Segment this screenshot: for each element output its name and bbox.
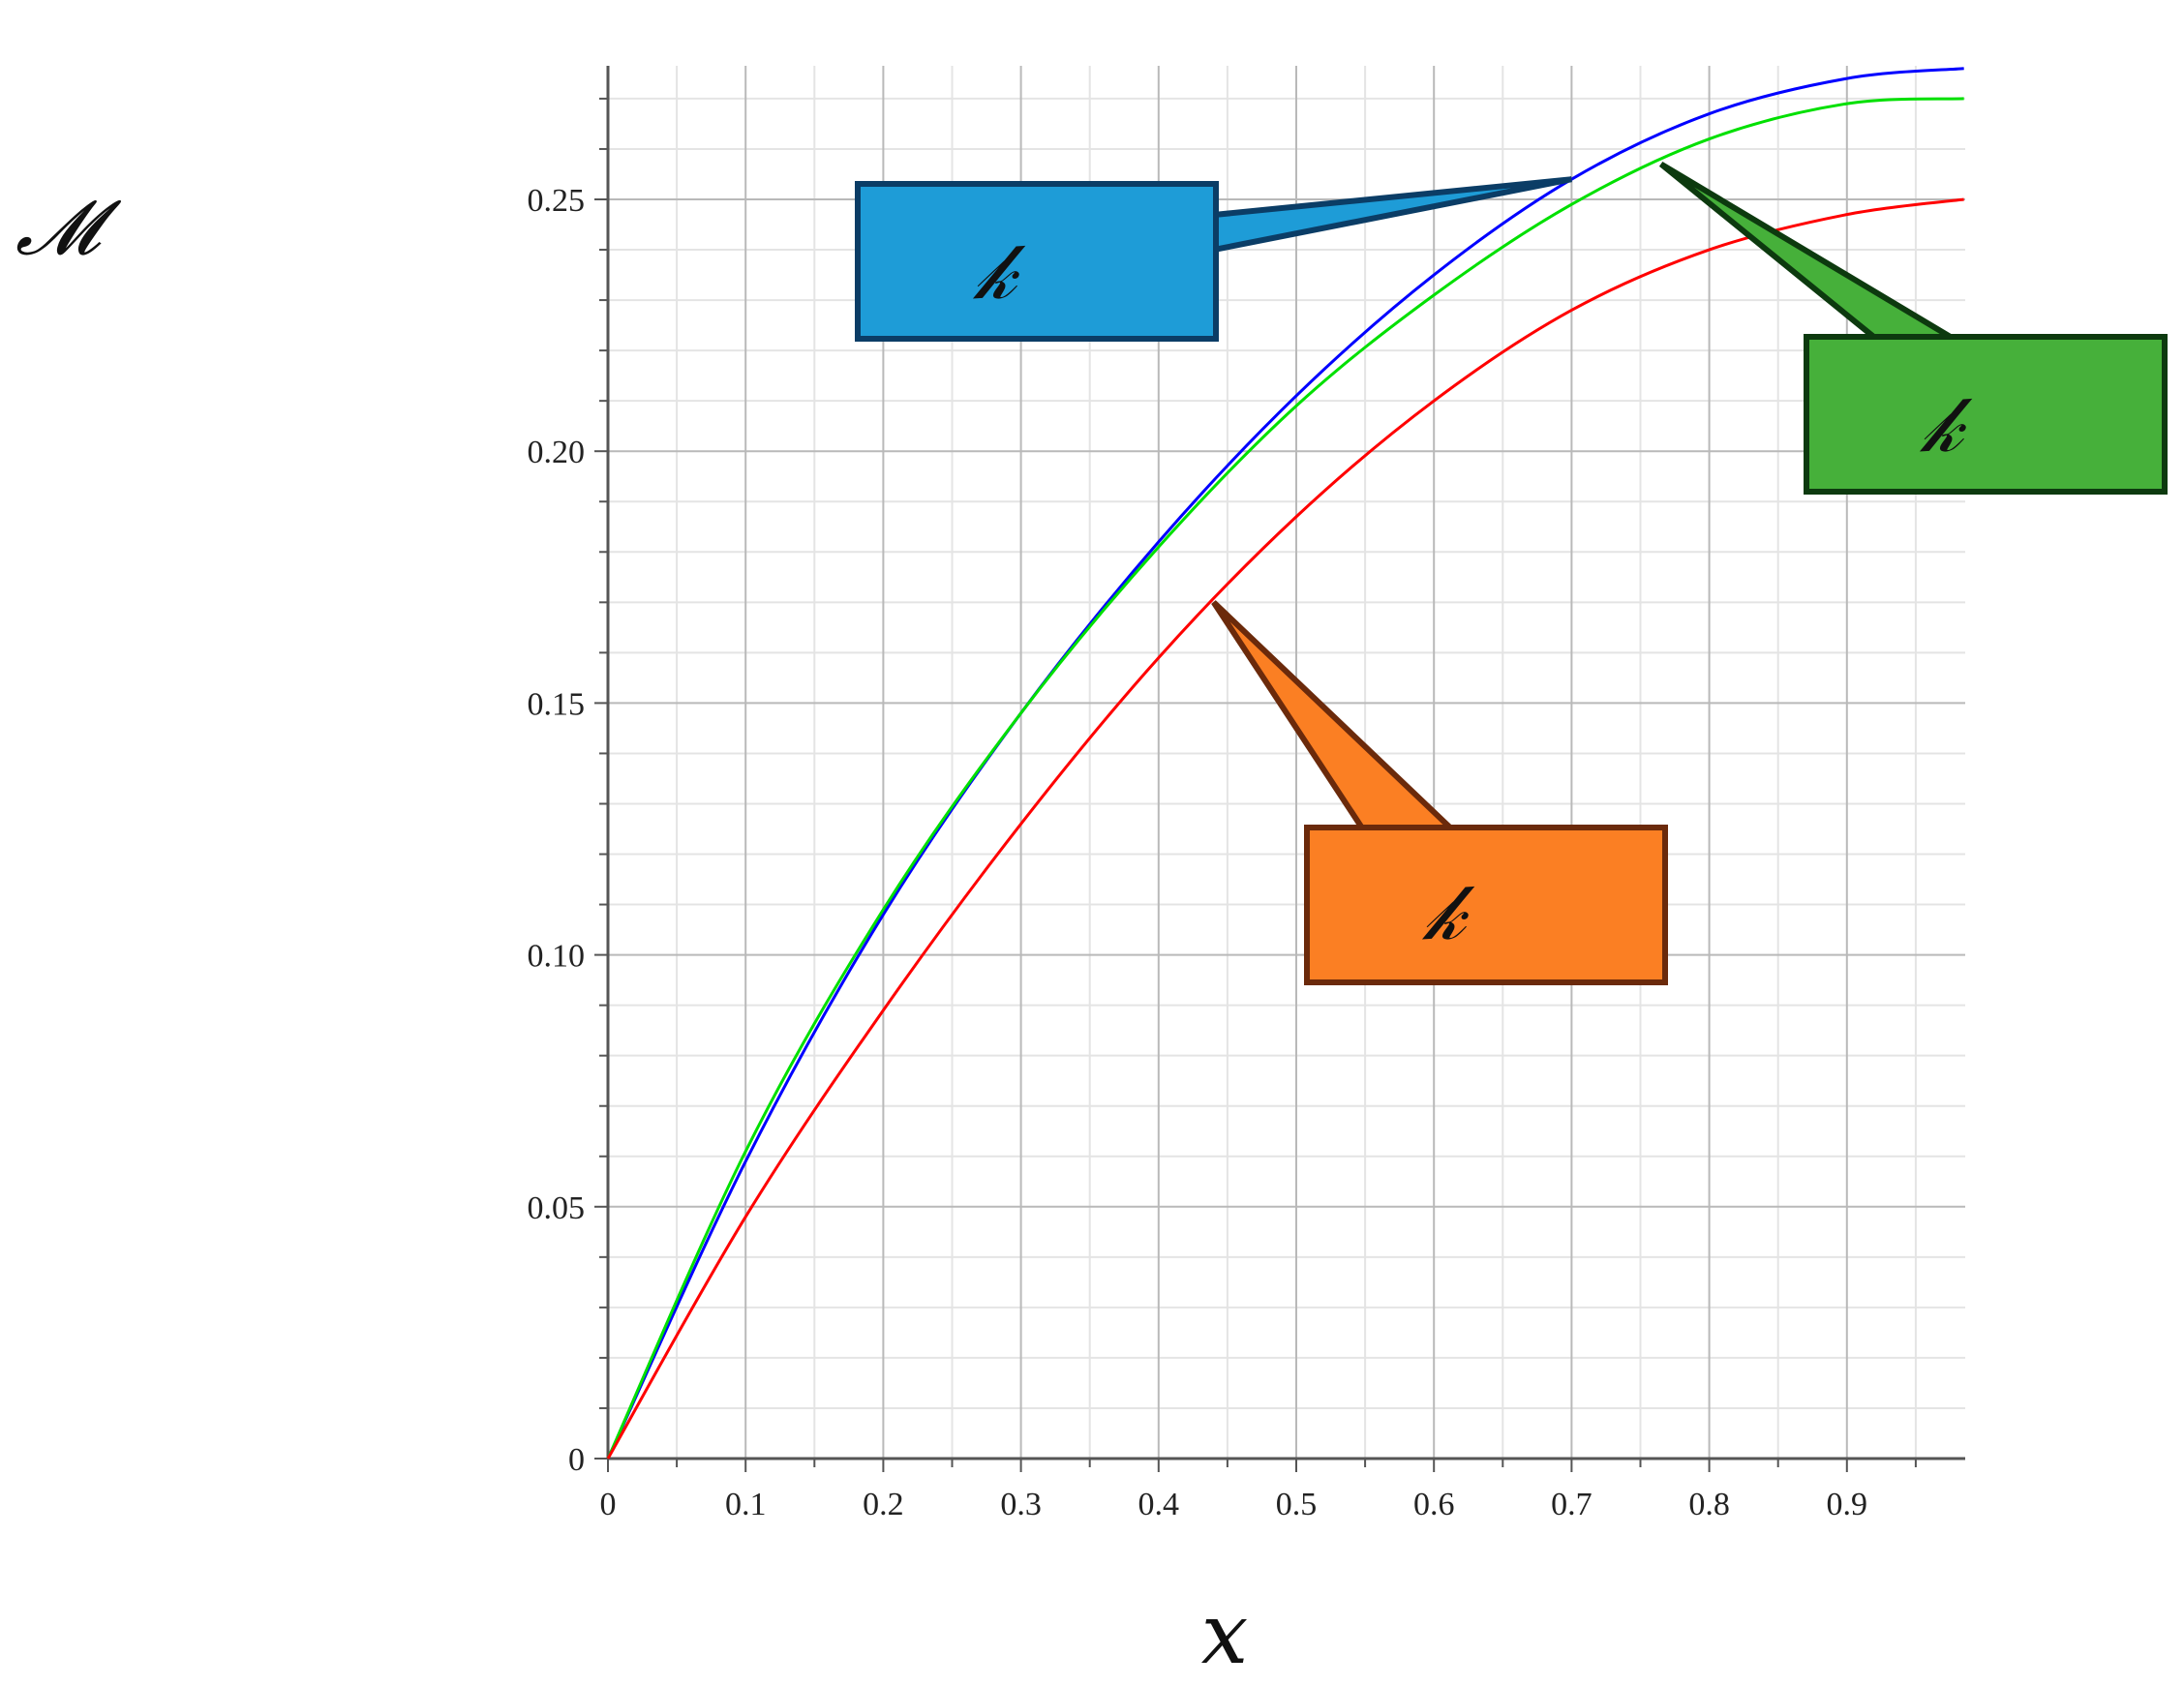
callout-3: 𝓀 — [1211, 600, 1668, 985]
x-tick-label: 0.5 — [1276, 1487, 1318, 1522]
callout-seam — [1363, 832, 1452, 837]
y-tick-label: 0.05 — [528, 1190, 586, 1226]
x-tick-label: 0.4 — [1138, 1487, 1180, 1522]
major-grid — [608, 66, 1965, 1459]
y-tick-label: 0.20 — [528, 435, 586, 470]
x-tick-label: 0.6 — [1413, 1487, 1455, 1522]
series-line-2 — [606, 97, 1964, 1460]
x-tick-label: 0.2 — [863, 1487, 904, 1522]
minor-grid — [608, 66, 1965, 1459]
callout-box — [855, 181, 1219, 342]
x-tick-label: 0 — [600, 1487, 617, 1522]
series-lines — [606, 67, 1964, 1460]
callout-1: 𝓀 — [855, 176, 1572, 342]
callouts: 𝓀𝓀𝓀 — [855, 161, 2168, 985]
callout-2: 𝓀 — [1658, 161, 2168, 495]
y-tick-label: 0 — [568, 1442, 585, 1478]
x-tick-label: 0.1 — [725, 1487, 767, 1522]
x-tick-label: 0.7 — [1551, 1487, 1592, 1522]
callout-pointer — [1211, 600, 1460, 832]
series-line-3 — [606, 197, 1964, 1460]
y-axis-label: 𝓜 — [15, 185, 122, 272]
x-tick-label: 0.9 — [1827, 1487, 1868, 1522]
y-tick-label: 0.25 — [528, 183, 586, 219]
x-tick-label: 0.8 — [1688, 1487, 1730, 1522]
callout-seam — [1876, 342, 1954, 346]
callout-box — [1804, 334, 2168, 495]
x-axis-label: x — [1201, 1586, 1249, 1683]
axes — [606, 66, 1965, 1460]
x-tick-label: 0.3 — [1000, 1487, 1042, 1522]
callout-box — [1304, 825, 1668, 985]
y-tick-label: 0.10 — [528, 939, 586, 975]
ticks: 0 0.1 0.2 0.3 0.4 0.5 0.6 0.7 0.8 0.9 0 0.05 0.10 0.1… — [528, 97, 1917, 1522]
y-tick-label: 0.15 — [528, 686, 586, 722]
callout-seam — [1206, 215, 1211, 250]
series-line-1 — [606, 67, 1964, 1460]
